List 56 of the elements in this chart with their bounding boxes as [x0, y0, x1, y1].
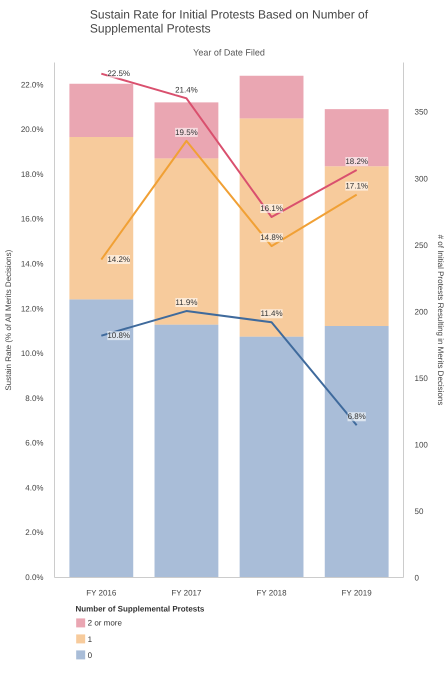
y-axis-title: Sustain Rate (% of All Merits Decisions)	[4, 249, 13, 391]
data-label: 11.9%	[175, 298, 198, 308]
y-tick-label: 16.0%	[20, 214, 44, 224]
data-label: 22.5%	[107, 69, 130, 78]
y2-tick-label: 350	[414, 108, 428, 117]
chart-title: Sustain Rate for Initial Protests Based on Number of Supplemental Protests	[90, 8, 369, 36]
bar	[69, 137, 134, 300]
legend-label: 1	[88, 634, 93, 644]
y-tick-label: 18.0%	[20, 170, 44, 179]
y-tick-label: 4.0%	[25, 483, 44, 492]
bar	[69, 84, 134, 138]
bar	[154, 324, 218, 578]
y-tick-label: 0.0%	[25, 573, 44, 582]
y2-tick-label: 0	[414, 574, 420, 582]
bar	[69, 299, 134, 578]
y-tick-label: 8.0%	[25, 394, 44, 403]
bar	[240, 76, 304, 118]
y2-tick-label: 100	[414, 440, 428, 450]
data-label: 10.8%	[107, 331, 130, 340]
legend-label: 2 or more	[88, 618, 122, 628]
y2-tick-label: 150	[414, 374, 428, 383]
data-label: 14.2%	[107, 255, 130, 264]
x-tick-label: FY 2016	[86, 588, 117, 598]
data-label: 17.1%	[345, 182, 368, 191]
y2-tick-label: 50	[414, 506, 424, 516]
y2-tick-label: 300	[414, 174, 428, 184]
y2-axis-title: # of Initial Protests Resulting in Merits Decisions	[436, 234, 445, 406]
data-label: 21.4%	[175, 85, 198, 94]
bar	[324, 326, 389, 578]
bar	[240, 336, 304, 578]
x-tick-label: FY 2019	[342, 588, 372, 598]
data-label: 11.4%	[260, 309, 283, 318]
legend-title: Number of Supplemental Protests	[75, 604, 205, 614]
y-tick-label: 12.0%	[20, 304, 44, 314]
legend-label: 0	[88, 650, 93, 660]
y-tick-label: 14.0%	[20, 260, 44, 269]
x-tick-label: FY 2018	[256, 588, 288, 598]
y2-tick-label: 250	[414, 240, 428, 250]
data-label: 6.8%	[348, 412, 366, 422]
data-label: 14.8%	[260, 233, 283, 242]
bar	[324, 109, 389, 166]
data-label: 19.5%	[175, 128, 198, 137]
bar	[154, 102, 218, 158]
y2-tick-label: 200	[414, 307, 428, 316]
data-label: 18.2%	[345, 156, 368, 166]
bar	[324, 166, 389, 326]
x-tick-label: FY 2017	[171, 588, 202, 598]
y-tick-label: 6.0%	[25, 438, 44, 448]
bar	[154, 158, 218, 325]
y-tick-label: 22.0%	[20, 80, 44, 90]
y-tick-label: 20.0%	[20, 125, 44, 134]
bar	[240, 118, 304, 337]
chart-subtitle: Year of Date Filed	[193, 48, 265, 58]
y-tick-label: 10.0%	[20, 349, 44, 358]
data-label: 16.1%	[260, 204, 283, 213]
y-tick-label: 2.0%	[25, 528, 44, 538]
